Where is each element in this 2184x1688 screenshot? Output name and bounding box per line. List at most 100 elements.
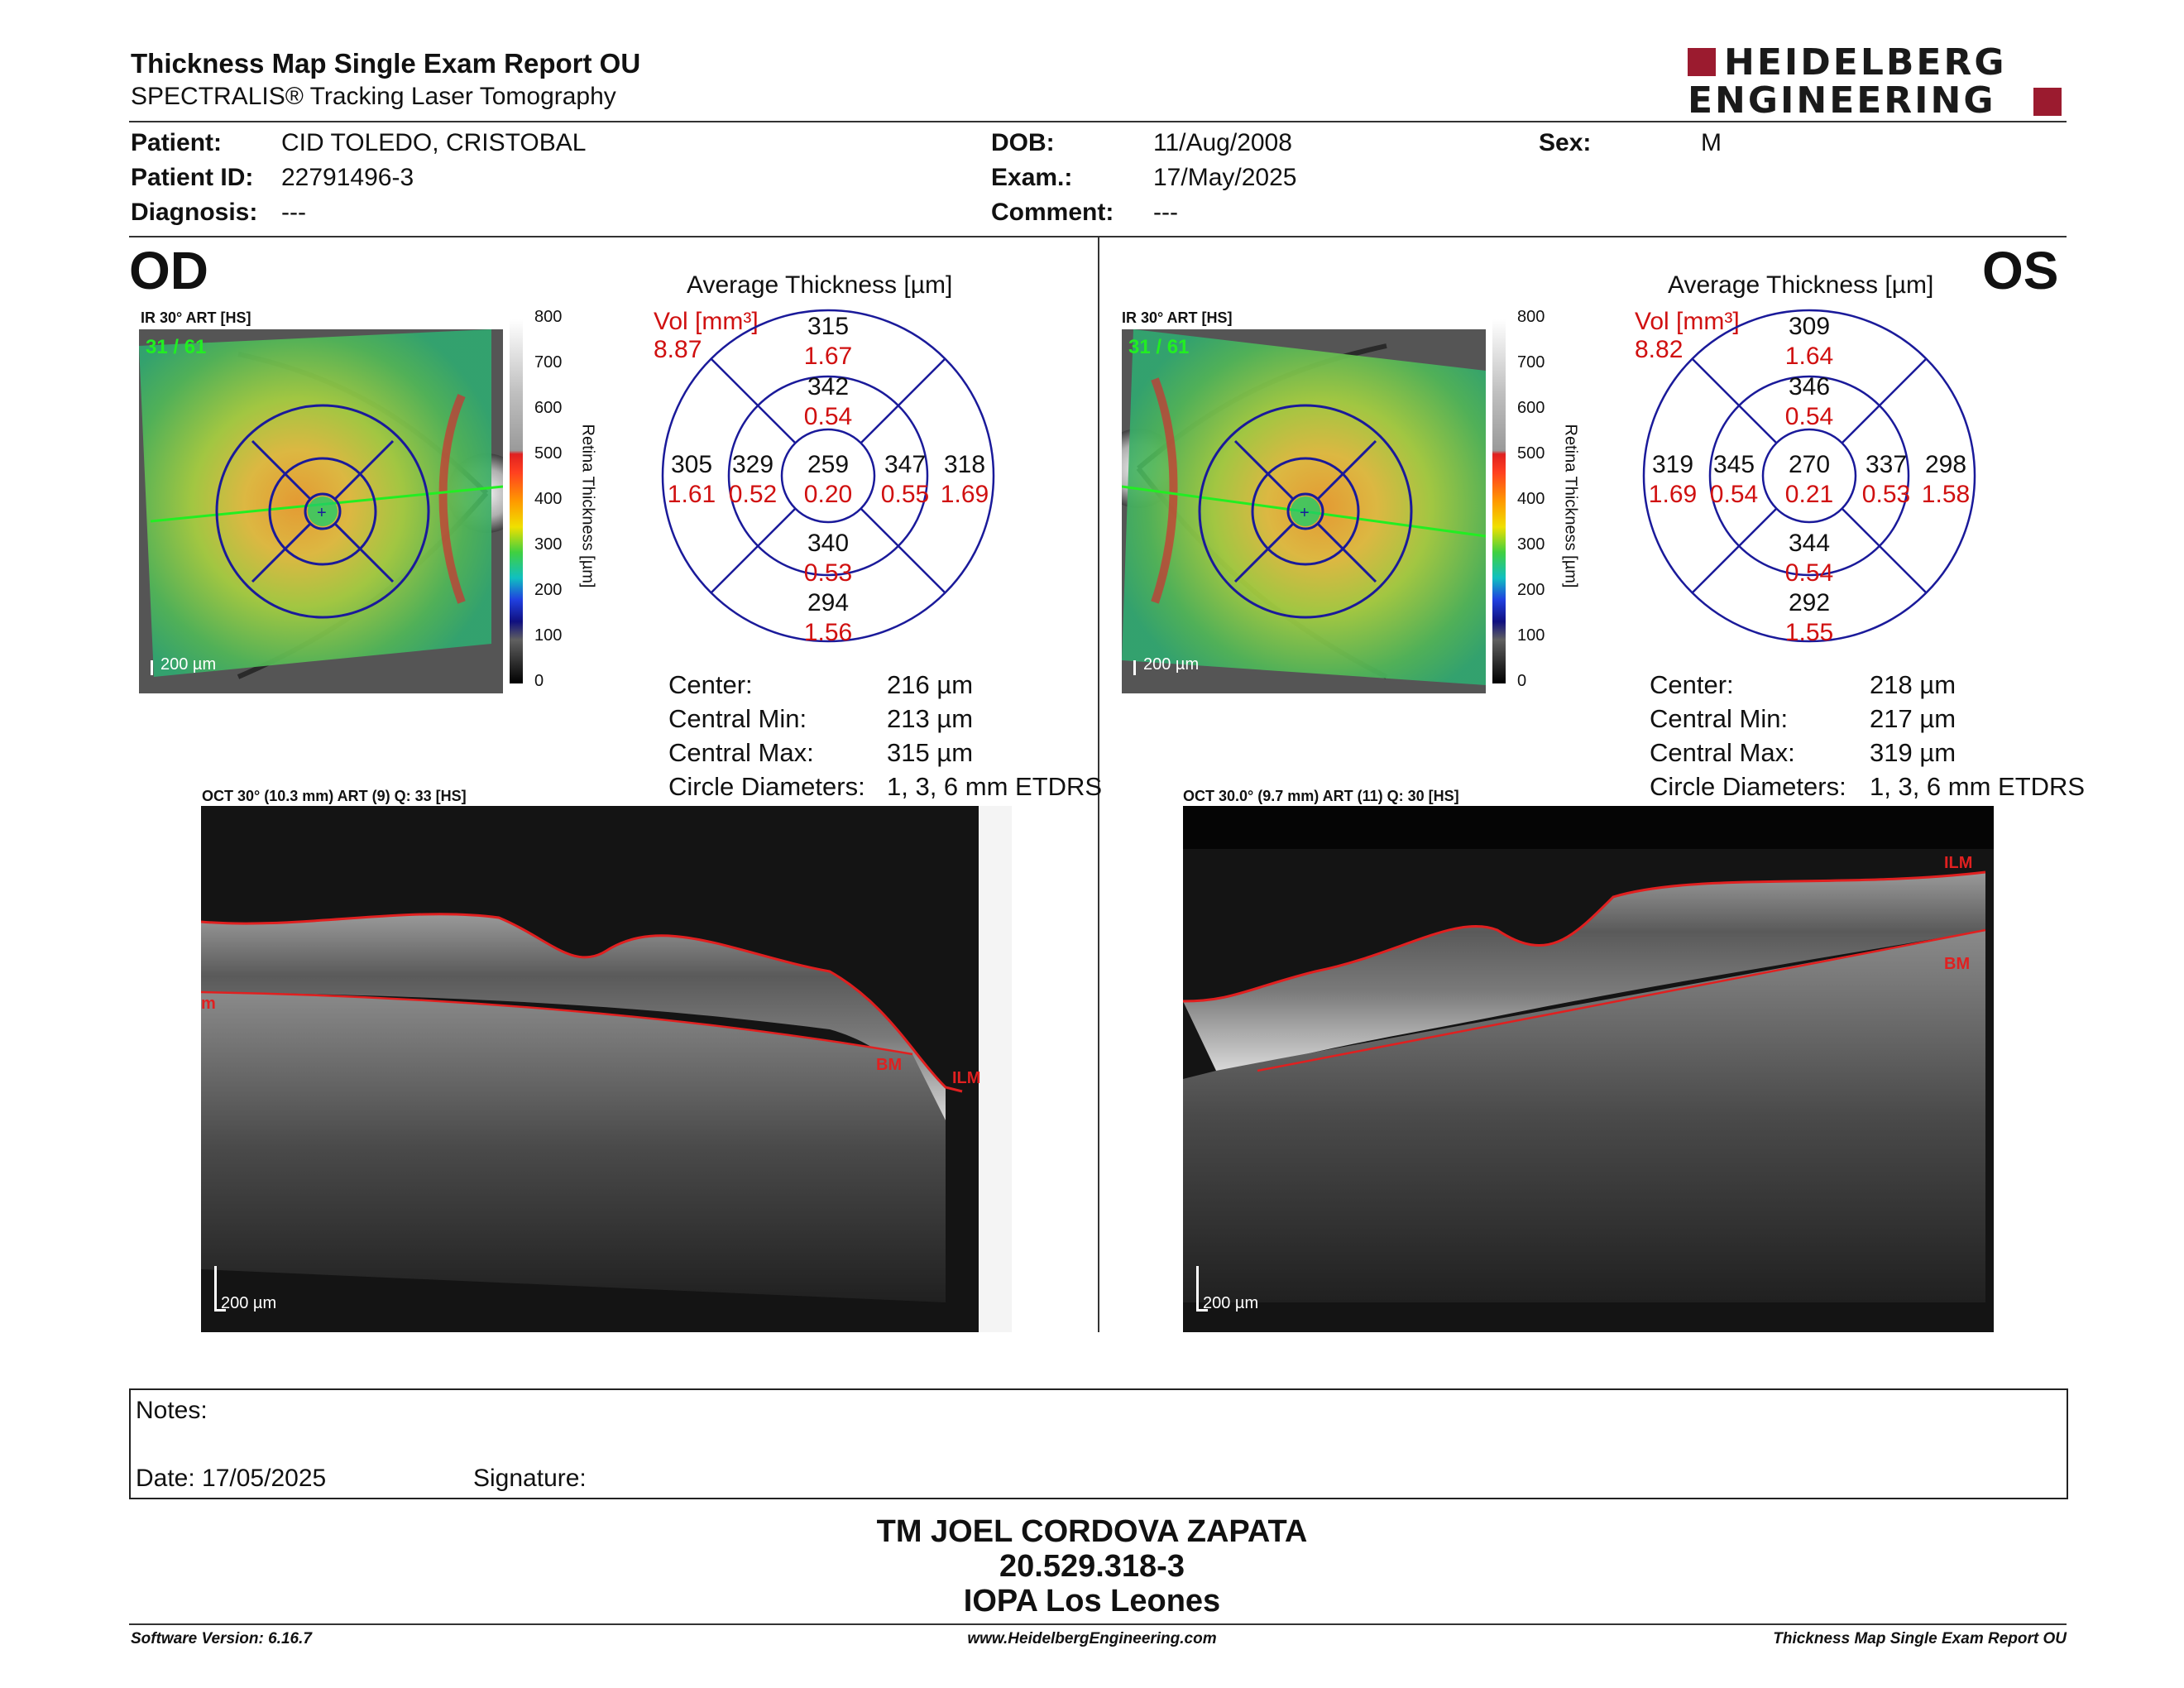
central-min-label-od: Central Min: [668, 704, 807, 733]
colorbar-od [510, 319, 523, 683]
circle-diameters-label-os: Circle Diameters: [1650, 772, 1846, 801]
scale-label-os: 200 µm [1143, 655, 1200, 674]
report-title: Thickness Map Single Exam Report OU [131, 48, 641, 79]
ilm-label-os: ILM [1944, 854, 1973, 872]
sector-center-thickness: 259 [807, 451, 849, 478]
sector-outer-left-volume: 1.69 [1649, 481, 1697, 508]
etdrs-grid-od: 315 1.67 342 0.54 259 0.20 329 0.52 347 … [661, 309, 995, 645]
colorbar-tick-od: 400 [534, 490, 563, 508]
colorbar-tick-od: 100 [534, 626, 563, 645]
sector-outer-right-volume: 1.58 [1922, 481, 1970, 508]
oct-label-os: OCT 30.0° (9.7 mm) ART (11) Q: 30 [HS] [1183, 788, 1459, 804]
bm-label-os: BM [1944, 955, 1971, 973]
oct-label-od: OCT 30° (10.3 mm) ART (9) Q: 33 [HS] [202, 788, 467, 804]
ilm-label-od: ILM [952, 1069, 981, 1087]
sector-center-thickness: 270 [1789, 451, 1830, 478]
scale-label-od: 200 µm [160, 655, 217, 674]
fundus-svg-od: + [139, 329, 503, 693]
colorbar-tick-od: 300 [534, 535, 563, 554]
vol-value-os: 8.82 [1635, 336, 1684, 363]
central-max-label-os: Central Max: [1650, 738, 1795, 767]
sector-inner-left-thickness: 345 [1713, 451, 1755, 478]
notes-box: Notes: Date: 17/05/2025 Signature: [129, 1388, 2068, 1499]
comment-label: Comment: [991, 199, 1114, 226]
central-max-value-os: 319 µm [1870, 738, 1956, 767]
diagnosis-label: Diagnosis: [131, 199, 258, 226]
central-max-label-od: Central Max: [668, 738, 814, 767]
patient-name: CID TOLEDO, CRISTOBAL [281, 129, 587, 156]
central-min-value-os: 217 µm [1870, 704, 1956, 733]
sector-inner-sup-thickness: 342 [807, 373, 849, 400]
colorbar-os [1492, 319, 1506, 683]
colorbar-tick-os: 100 [1517, 626, 1545, 645]
sector-outer-right-volume: 1.69 [941, 481, 989, 508]
oct-svg-od [201, 806, 1012, 1332]
sector-inner-inf-thickness: 344 [1789, 530, 1830, 557]
sector-outer-inf-thickness: 294 [807, 589, 849, 616]
oct-bscan-od: m BM ILM 200 µm [201, 806, 1012, 1332]
circle-diameters-label-od: Circle Diameters: [668, 772, 865, 801]
fundus-image-os: + 31 / 61 200 µm [1122, 329, 1486, 693]
sector-inner-right-volume: 0.53 [1862, 481, 1910, 508]
center-value-os: 218 µm [1870, 670, 1956, 699]
fundus-svg-os: + [1122, 329, 1486, 693]
colorbar-tick-od: 200 [534, 581, 563, 599]
sector-outer-sup-volume: 1.67 [804, 343, 852, 370]
fundus-image-od: + 31 / 61 200 µm [139, 329, 503, 693]
scale-bar-od [151, 660, 153, 675]
vol-value-od: 8.87 [654, 336, 702, 363]
colorbar-tick-od: 700 [534, 353, 563, 372]
signature-label: Signature: [473, 1465, 587, 1492]
dob-label: DOB: [991, 129, 1055, 156]
patient-id-label: Patient ID: [131, 164, 254, 191]
vol-label-os: Vol [mm³] [1635, 308, 1740, 335]
oct-scale-tick-od [214, 1309, 226, 1312]
frame-counter-os: 31 / 61 [1128, 336, 1190, 358]
sex: M [1701, 129, 1722, 156]
oct-scale-label-os: 200 µm [1203, 1294, 1259, 1312]
sector-inner-sup-volume: 0.54 [804, 403, 852, 430]
vol-label-od: Vol [mm³] [654, 308, 759, 335]
svg-text:+: + [317, 504, 327, 522]
patient-label: Patient: [131, 129, 223, 156]
sector-outer-inf-thickness: 292 [1789, 589, 1830, 616]
oct-bscan-os: ILM BM 200 µm [1183, 806, 1994, 1332]
colorbar-tick-os: 0 [1517, 672, 1527, 690]
ir-label-od: IR 30° ART [HS] [141, 309, 251, 326]
sector-inner-sup-thickness: 346 [1789, 373, 1830, 400]
oct-scale-tick-os [1196, 1309, 1208, 1312]
colorbar-tick-od: 600 [534, 399, 563, 417]
bm-label-od: BM [876, 1056, 903, 1074]
sector-outer-sup-thickness: 309 [1789, 313, 1830, 340]
colorbar-tick-os: 400 [1517, 490, 1545, 508]
colorbar-tick-os: 700 [1517, 353, 1545, 372]
sector-inner-left-volume: 0.54 [1710, 481, 1758, 508]
central-max-value-od: 315 µm [887, 738, 974, 767]
sector-outer-inf-volume: 1.55 [1785, 619, 1833, 645]
patient-id: 22791496-3 [281, 164, 414, 191]
logo-line-1: HEIDELBERG [1724, 41, 2007, 84]
sector-outer-left-volume: 1.61 [668, 481, 716, 508]
header-divider [129, 121, 2067, 122]
website-link[interactable]: www.HeidelbergEngineering.com [967, 1630, 1217, 1647]
ir-label-os: IR 30° ART [HS] [1122, 309, 1233, 326]
sector-inner-inf-volume: 0.53 [804, 559, 852, 587]
oct-scale-bar-od [214, 1266, 217, 1311]
sector-outer-left-thickness: 319 [1652, 451, 1693, 478]
colorbar-tick-os: 300 [1517, 535, 1545, 554]
sector-inner-left-volume: 0.52 [729, 481, 777, 508]
eye-divider [1098, 237, 1099, 1332]
exam-label: Exam.: [991, 164, 1073, 191]
sex-label: Sex: [1539, 129, 1592, 156]
center-label-od: Center: [668, 670, 753, 699]
sector-outer-inf-volume: 1.56 [804, 619, 852, 645]
etdrs-grid-os: 309 1.64 346 0.54 270 0.21 345 0.54 337 … [1642, 309, 1976, 645]
circle-diameters-value-os: 1, 3, 6 mm ETDRS [1870, 772, 2086, 801]
eye-label-os: OS [1982, 241, 2059, 300]
colorbar-tick-os: 500 [1517, 444, 1545, 463]
heidelberg-logo: HEIDELBERG ENGINEERING [1688, 45, 2068, 119]
oct-scale-label-od: 200 µm [221, 1294, 277, 1312]
technician-rut: 20.529.318-3 [999, 1549, 1185, 1584]
footer-divider [129, 1623, 2067, 1625]
colorbar-tick-os: 200 [1517, 581, 1545, 599]
